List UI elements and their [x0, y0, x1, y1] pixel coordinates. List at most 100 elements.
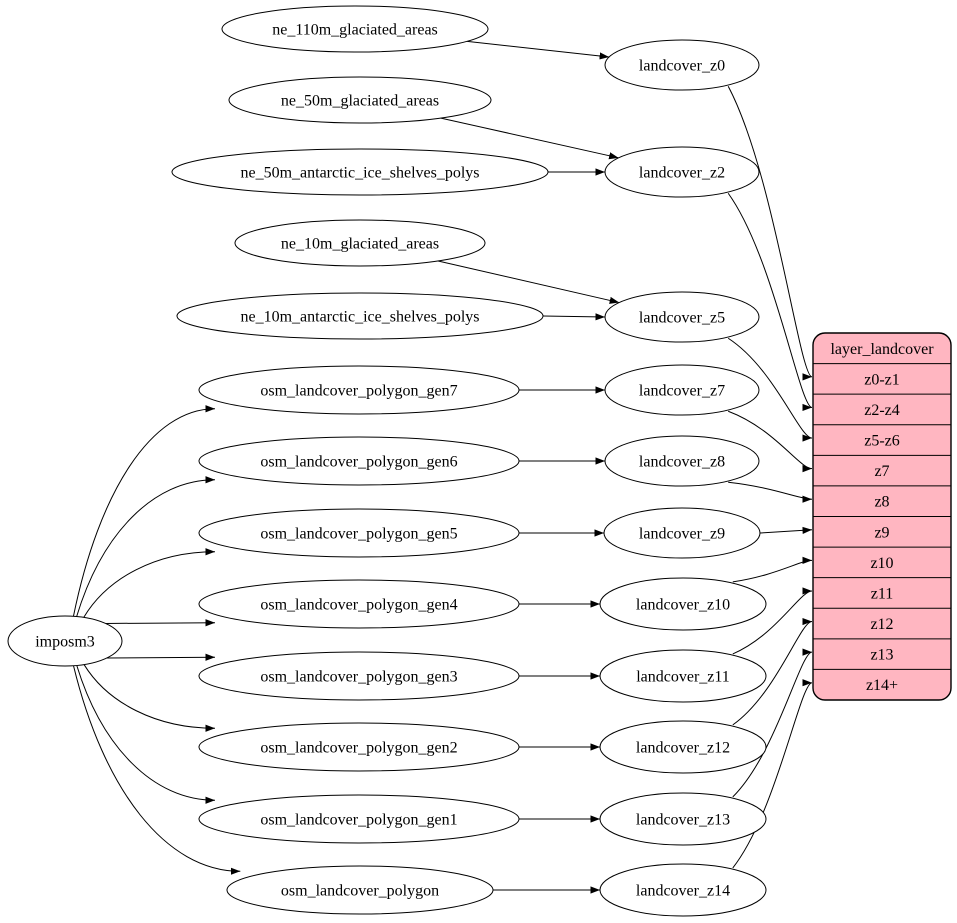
node-label-landcover_z0: landcover_z0	[639, 58, 725, 75]
table-row-z11: z11	[871, 585, 894, 602]
edge-landcover_z0-z0-z1	[727, 86, 813, 381]
node-osm_landcover_polygon_gen6: osm_landcover_polygon_gen6	[198, 436, 520, 486]
edge-landcover_z9-z9	[759, 526, 813, 534]
edge-ne_110m_glaciated_areas-landcover_z0	[467, 40, 610, 60]
node-label-osm_landcover_polygon_gen5: osm_landcover_polygon_gen5	[260, 526, 457, 543]
edge-landcover_z12-z12	[732, 617, 813, 726]
edge-landcover_z8-z8	[728, 481, 813, 503]
node-label-landcover_z7: landcover_z7	[639, 383, 725, 400]
node-label-landcover_z11: landcover_z11	[636, 669, 730, 686]
table-row-z8: z8	[874, 494, 889, 511]
table-title: layer_landcover	[830, 341, 934, 358]
node-landcover_z12: landcover_z12	[599, 720, 767, 774]
table-row-z5-z6: z5-z6	[864, 433, 900, 450]
node-shape-landcover_z5	[604, 291, 760, 343]
node-shape-ne_10m_glaciated_areas	[234, 219, 486, 267]
edge-landcover_z7-z7	[728, 410, 813, 473]
edge-ne_10m_glaciated_areas-landcover_z5	[438, 260, 620, 304]
edge-imposm3-osm_landcover_polygon_gen3	[106, 653, 216, 661]
node-shape-osm_landcover_polygon_gen3	[198, 651, 520, 701]
node-label-landcover_z12: landcover_z12	[636, 740, 730, 757]
node-shape-osm_landcover_polygon_gen7	[198, 365, 520, 415]
node-shape-landcover_z9	[603, 507, 761, 559]
table-row-z7: z7	[874, 463, 889, 480]
node-shape-osm_landcover_polygon_gen4	[198, 579, 520, 629]
edge-imposm3-osm_landcover_polygon_gen1	[76, 665, 216, 804]
node-label-landcover_z8: landcover_z8	[639, 454, 725, 471]
table-row-z10: z10	[870, 555, 893, 572]
node-osm_landcover_polygon_gen5: osm_landcover_polygon_gen5	[198, 508, 520, 558]
node-label-osm_landcover_polygon_gen2: osm_landcover_polygon_gen2	[260, 740, 457, 757]
node-shape-landcover_z13	[599, 792, 767, 846]
node-landcover_z8: landcover_z8	[604, 435, 760, 487]
node-shape-landcover_z7	[604, 364, 760, 416]
node-imposm3: imposm3	[7, 615, 123, 667]
node-shape-landcover_z11	[599, 649, 767, 703]
node-shape-landcover_z12	[599, 720, 767, 774]
edge-landcover_z11-z11	[732, 587, 813, 655]
table-row-z9: z9	[874, 524, 889, 541]
node-osm_landcover_polygon_gen4: osm_landcover_polygon_gen4	[198, 579, 520, 629]
node-label-landcover_z10: landcover_z10	[636, 597, 730, 614]
node-osm_landcover_polygon_gen3: osm_landcover_polygon_gen3	[198, 651, 520, 701]
node-landcover_z2: landcover_z2	[604, 146, 760, 198]
table-row-z0-z1: z0-z1	[864, 371, 900, 388]
table-row-z2-z4: z2-z4	[864, 402, 900, 419]
node-shape-ne_110m_glaciated_areas	[221, 5, 489, 53]
node-osm_landcover_polygon_gen1: osm_landcover_polygon_gen1	[198, 794, 520, 844]
node-label-osm_landcover_polygon_gen4: osm_landcover_polygon_gen4	[260, 597, 457, 614]
node-shape-osm_landcover_polygon	[226, 865, 494, 915]
edge-imposm3-osm_landcover_polygon	[73, 665, 241, 875]
node-label-landcover_z9: landcover_z9	[639, 526, 725, 543]
edge-landcover_z10-z10	[732, 556, 813, 583]
node-shape-imposm3	[7, 615, 123, 667]
edge-imposm3-osm_landcover_polygon_gen7	[72, 405, 216, 617]
node-label-osm_landcover_polygon_gen6: osm_landcover_polygon_gen6	[260, 454, 457, 471]
edge-landcover_z14-z14+	[732, 679, 813, 869]
node-label-ne_10m_glaciated_areas: ne_10m_glaciated_areas	[281, 236, 439, 253]
node-landcover_z9: landcover_z9	[603, 507, 761, 559]
node-label-landcover_z13: landcover_z13	[636, 812, 730, 829]
node-shape-landcover_z0	[604, 39, 760, 91]
node-ne_10m_antarctic_ice_shelves_polys: ne_10m_antarctic_ice_shelves_polys	[176, 292, 544, 340]
table-layer_landcover: layer_landcover z0-z1 z2-z4 z5-z6 z7 z8 z9 z10 z…	[812, 332, 952, 701]
edge-landcover_z13-z13	[732, 648, 813, 798]
edge-landcover_z5-z5-z6	[727, 337, 813, 442]
node-shape-landcover_z2	[604, 146, 760, 198]
node-shape-landcover_z14	[599, 863, 767, 917]
edge-ne_50m_glaciated_areas-landcover_z2	[440, 117, 619, 160]
node-ne_50m_antarctic_ice_shelves_polys: ne_50m_antarctic_ice_shelves_polys	[171, 148, 549, 196]
node-landcover_z13: landcover_z13	[599, 792, 767, 846]
node-ne_10m_glaciated_areas: ne_10m_glaciated_areas	[234, 219, 486, 267]
node-shape-landcover_z8	[604, 435, 760, 487]
table-row-z12: z12	[870, 616, 893, 633]
node-landcover_z14: landcover_z14	[599, 863, 767, 917]
node-label-ne_50m_antarctic_ice_shelves_polys: ne_50m_antarctic_ice_shelves_polys	[240, 165, 479, 182]
node-shape-osm_landcover_polygon_gen6	[198, 436, 520, 486]
edge-landcover_z2-z2-z4	[727, 192, 813, 411]
edge-imposm3-osm_landcover_polygon_gen2	[83, 664, 216, 732]
node-label-osm_landcover_polygon_gen7: osm_landcover_polygon_gen7	[260, 383, 457, 400]
node-shape-landcover_z10	[599, 577, 767, 631]
edges	[72, 40, 813, 894]
node-ne_110m_glaciated_areas: ne_110m_glaciated_areas	[221, 5, 489, 53]
node-shape-ne_10m_antarctic_ice_shelves_polys	[176, 292, 544, 340]
edge-imposm3-osm_landcover_polygon_gen5	[83, 548, 216, 618]
node-label-landcover_z5: landcover_z5	[639, 310, 725, 327]
node-label-osm_landcover_polygon: osm_landcover_polygon	[281, 883, 439, 900]
nodes: imposm3 ne_110m_glaciated_areas ne_50m_gla…	[7, 5, 767, 917]
node-osm_landcover_polygon_gen2: osm_landcover_polygon_gen2	[198, 722, 520, 772]
node-shape-osm_landcover_polygon_gen5	[198, 508, 520, 558]
node-shape-osm_landcover_polygon_gen2	[198, 722, 520, 772]
node-label-landcover_z14: landcover_z14	[636, 883, 730, 900]
table-row-z13: z13	[870, 647, 893, 664]
node-label-imposm3: imposm3	[35, 634, 95, 651]
edge-imposm3-osm_landcover_polygon_gen4	[105, 619, 216, 627]
node-label-landcover_z2: landcover_z2	[639, 165, 725, 182]
node-label-ne_10m_antarctic_ice_shelves_polys: ne_10m_antarctic_ice_shelves_polys	[240, 309, 479, 326]
node-ne_50m_glaciated_areas: ne_50m_glaciated_areas	[228, 76, 492, 124]
node-landcover_z5: landcover_z5	[604, 291, 760, 343]
edge-imposm3-osm_landcover_polygon_gen6	[76, 476, 216, 617]
node-label-ne_110m_glaciated_areas: ne_110m_glaciated_areas	[272, 22, 438, 39]
